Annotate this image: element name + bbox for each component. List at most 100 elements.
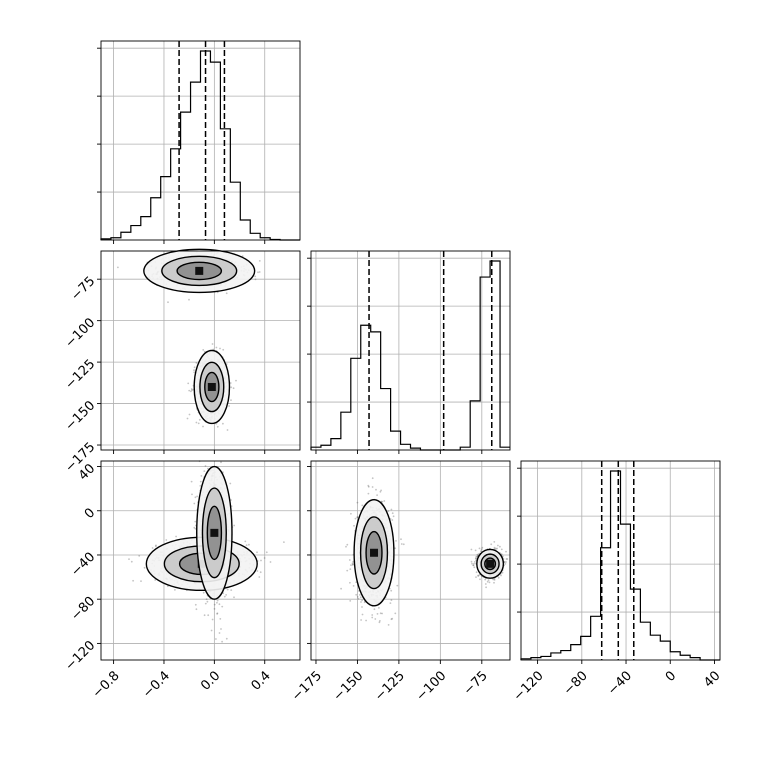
scatter-point [375,488,377,491]
scatter-point [376,494,378,496]
scatter-point [193,366,196,369]
scatter-point [196,495,199,498]
y-tick-label: −75 [68,274,98,304]
scatter-point [225,292,228,295]
scatter-point [500,574,502,577]
scatter-point [187,382,190,385]
scatter-point [371,477,374,480]
scatter-point [193,369,195,371]
scatter-point [257,271,259,274]
scatter-point [346,543,349,546]
scatter-panel-0-1: −175−150−125−100−75 [62,248,301,476]
scatter-point [269,561,272,563]
scatter-point [260,559,262,562]
scatter-point [392,515,395,518]
x-tick-label: −0.4 [140,668,173,701]
scatter-point [233,596,235,599]
scatter-point [471,562,473,565]
scatter-point [387,624,390,626]
scatter-point [350,512,352,515]
scatter-point [499,545,501,548]
scatter-point [391,519,394,521]
scatter-point [218,603,221,606]
scatter-point [200,475,203,477]
scatter-point [263,557,266,559]
scatter-point [199,485,202,487]
scatter-point [351,562,354,565]
scatter-point [225,637,228,640]
scatter-point [215,346,218,349]
scatter-point [478,547,481,550]
scatter-point [205,598,208,601]
scatter-point [230,589,233,591]
scatter-point [258,576,261,578]
scatter-point [480,548,483,551]
scatter-point [188,413,191,416]
y-tick-label: −150 [62,398,98,434]
scatter-point [198,418,201,421]
scatter-point [128,558,130,560]
scatter-point [216,601,218,604]
scatter-point [348,559,351,561]
scatter-point [226,588,229,591]
scatter-point [361,613,364,616]
scatter-point [474,549,477,552]
scatter-point [230,386,233,389]
scatter-point [206,600,209,603]
scatter-point [186,417,189,420]
scatter-point [194,496,197,499]
scatter-point [215,638,217,640]
scatter-point [194,603,197,606]
scatter-point [117,266,119,269]
scatter-point [226,429,229,431]
scatter-point [389,602,392,604]
scatter-point [232,387,235,390]
scatter-panel-1-2: −175 −150 −125 −100 −75 [289,460,511,704]
scatter-point [254,278,257,281]
scatter-point [394,612,397,615]
histogram-panel-0 [97,40,301,244]
scatter-point [216,612,219,615]
scatter-point [154,545,157,548]
scatter-point [211,618,214,621]
scatter-point [475,571,478,574]
scatter-point [357,597,360,600]
panel-border [100,250,301,451]
x-tick-label: 40 [701,668,723,690]
scatter-point [379,620,381,622]
scatter-point [374,618,377,620]
scatter-point [356,596,359,598]
scatter-point [230,399,232,401]
scatter-point [387,510,390,512]
scatter-point [132,579,135,582]
y-tick-label: −120 [62,638,98,674]
scatter-point [376,613,379,615]
scatter-point [350,564,352,566]
scatter-point [210,629,213,632]
y-tick-label: −40 [68,550,98,580]
scatter-point [479,578,481,581]
panel-background [311,251,510,450]
scatter-point [345,545,347,548]
scatter-point [356,501,359,504]
scatter-point [190,480,193,483]
histogram-step-line [520,470,720,661]
scatter-point [395,540,397,542]
scatter-point [396,584,399,587]
scatter-point [195,608,198,611]
scatter-point [203,350,206,353]
y-tick-label: −100 [62,315,98,351]
scatter-point [346,569,349,572]
scatter-point [130,560,133,563]
scatter-point [283,541,285,543]
y-tick-label: −125 [62,357,98,393]
scatter-point [193,371,196,374]
scatter-point [195,421,198,424]
scatter-point [354,517,357,520]
scatter-point [218,632,221,634]
scatter-point [373,608,376,611]
panel-border [520,460,721,661]
scatter-point [216,425,219,428]
scatter-point [204,602,207,605]
scatter-point [497,544,499,547]
